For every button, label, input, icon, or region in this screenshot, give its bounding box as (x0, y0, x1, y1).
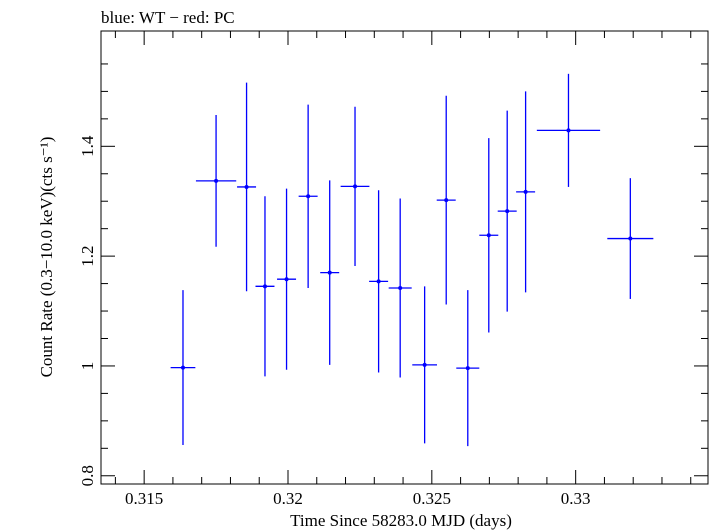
data-point (170, 290, 196, 446)
data-point (277, 188, 297, 370)
data-point (388, 198, 412, 378)
y-tick-label: 1 (78, 362, 97, 371)
data-point (436, 95, 456, 305)
chart-title: blue: WT − red: PC (101, 8, 235, 27)
x-tick-label: 0.315 (125, 489, 163, 508)
data-point (497, 110, 517, 312)
data-point (607, 178, 654, 299)
point-marker (376, 279, 381, 284)
point-marker (244, 184, 249, 189)
data-point (320, 180, 340, 365)
x-axis-ticks: 0.315 0.32 0.325 0.33 (114, 31, 692, 508)
data-point (340, 106, 370, 267)
point-marker (180, 365, 185, 370)
x-tick-label: 0.325 (413, 489, 451, 508)
point-marker (465, 366, 470, 371)
data-point (536, 73, 601, 187)
data-point (369, 190, 389, 373)
point-marker (566, 128, 571, 133)
data-point (516, 91, 536, 293)
point-marker (284, 277, 289, 282)
point-marker (444, 198, 449, 203)
data-point (412, 286, 438, 444)
x-tick-label: 0.33 (561, 489, 591, 508)
point-marker (422, 362, 427, 367)
data-point (298, 104, 318, 288)
data-point (195, 115, 237, 247)
point-marker (628, 236, 633, 241)
y-tick-label: 0.8 (78, 465, 97, 486)
data-series (170, 73, 654, 447)
data-point (237, 82, 257, 292)
point-marker (523, 189, 528, 194)
y-tick-label: 1.4 (78, 135, 97, 157)
x-tick-label: 0.32 (273, 489, 303, 508)
y-axis-ticks: 0.8 1 1.2 1.4 (78, 63, 708, 486)
point-marker (486, 233, 491, 238)
point-marker (214, 178, 219, 183)
plot-frame (100, 30, 709, 485)
point-marker (505, 209, 510, 214)
point-marker (262, 284, 267, 289)
y-axis-label: Count Rate (0.3−10.0 keV)(cts s⁻¹) (37, 137, 56, 378)
y-tick-label: 1.2 (78, 246, 97, 267)
point-marker (398, 285, 403, 290)
point-marker (353, 184, 358, 189)
data-point (456, 290, 480, 447)
data-point (479, 138, 499, 333)
point-marker (306, 194, 311, 199)
data-point (255, 196, 275, 377)
x-axis-label: Time Since 58283.0 MJD (days) (290, 511, 512, 530)
point-marker (327, 270, 332, 275)
